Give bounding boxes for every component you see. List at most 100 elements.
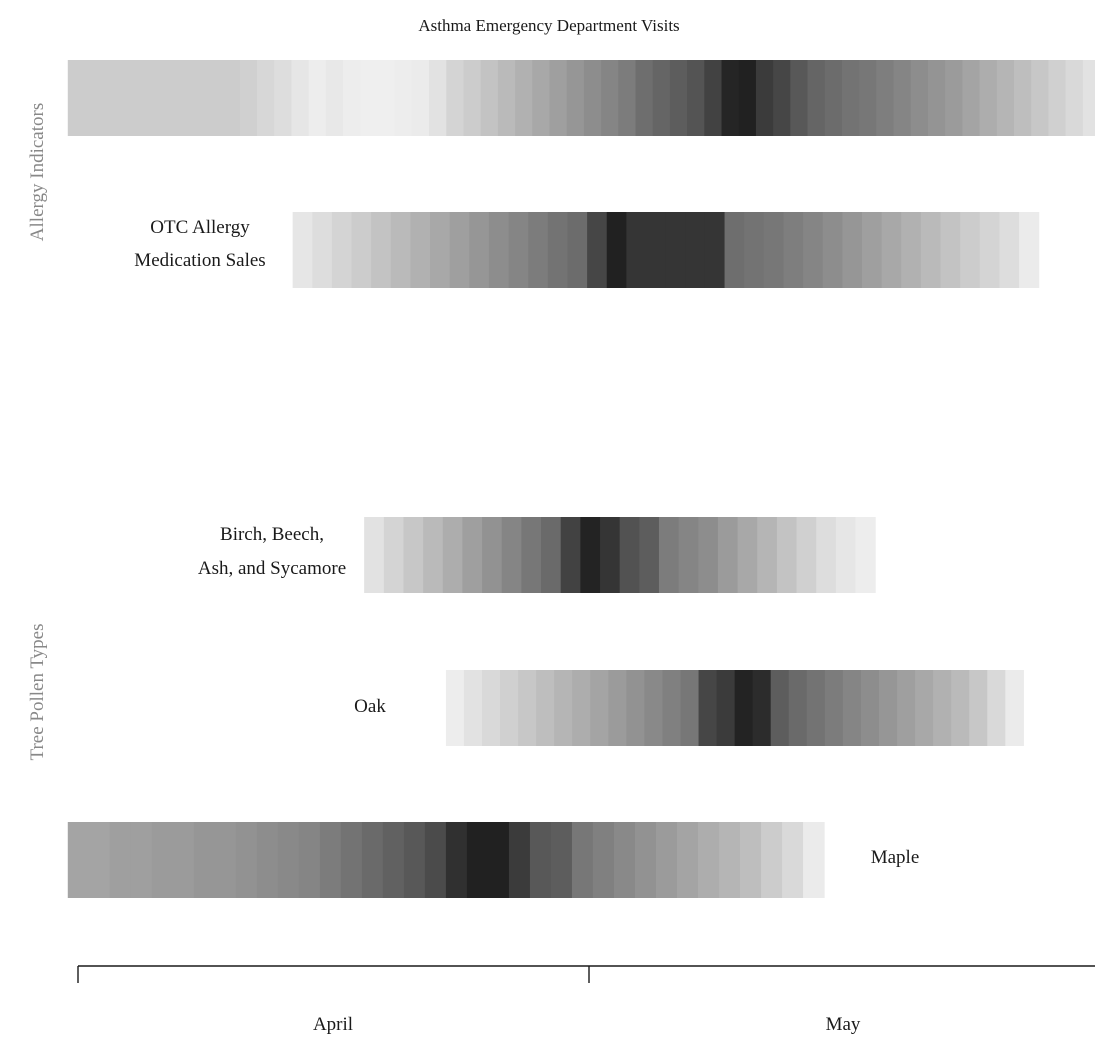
heat-cell-asthma-emergency-department-visits-29: [566, 60, 585, 136]
series-label-asthma: Asthma Emergency Department Visits: [418, 16, 679, 35]
heat-cell-asthma-emergency-department-visits-11: [257, 60, 275, 136]
heat-cell-otc-allergy-medication-sales-17: [626, 212, 647, 288]
heat-cell-maple-34: [782, 822, 804, 898]
heat-cell-asthma-emergency-department-visits-0: [67, 60, 86, 136]
group-label-allergy-indicators: Allergy Indicators: [27, 103, 48, 241]
heat-cell-asthma-emergency-department-visits-3: [119, 60, 138, 136]
heat-cell-otc-allergy-medication-sales-22: [724, 212, 745, 288]
heat-cell-asthma-emergency-department-visits-40: [755, 60, 774, 136]
heat-cell-birch-beech-ash-and-sycamore-0: [364, 517, 385, 593]
heat-cell-maple-1: [88, 822, 111, 898]
group-label-tree-pollen-types: Tree Pollen Types: [27, 624, 48, 761]
heat-cell-birch-beech-ash-and-sycamore-23: [816, 517, 837, 593]
heat-cell-oak-18: [770, 670, 790, 746]
heat-cell-asthma-emergency-department-visits-55: [1013, 60, 1032, 136]
heat-cell-birch-beech-ash-and-sycamore-19: [737, 517, 758, 593]
heat-cell-oak-9: [608, 670, 627, 746]
heat-cell-oak-30: [987, 670, 1006, 746]
heat-cell-otc-allergy-medication-sales-35: [979, 212, 1001, 288]
series-label-birch-line1: Birch, Beech,: [220, 524, 324, 545]
heat-cell-maple-2: [109, 822, 132, 898]
heat-cell-otc-allergy-medication-sales-14: [567, 212, 588, 288]
heat-cell-oak-24: [878, 670, 898, 746]
series-label-otc-line2: Medication Sales: [134, 250, 265, 271]
heat-cell-maple-11: [298, 822, 321, 898]
heat-cell-asthma-emergency-department-visits-9: [222, 60, 241, 136]
heat-cell-maple-4: [151, 822, 174, 898]
series-label-oak: Oak: [354, 696, 386, 717]
heat-cell-asthma-emergency-department-visits-59: [1082, 60, 1095, 136]
heat-cell-asthma-emergency-department-visits-2: [102, 60, 120, 136]
heat-cell-maple-6: [193, 822, 216, 898]
heat-cell-maple-15: [382, 822, 405, 898]
heat-cell-oak-0: [445, 670, 465, 746]
heat-cell-oak-6: [554, 670, 573, 746]
heat-cell-maple-7: [214, 822, 237, 898]
heat-cell-oak-23: [860, 670, 880, 746]
heat-cell-maple-5: [172, 822, 195, 898]
heat-cell-maple-0: [67, 822, 90, 898]
heat-cell-birch-beech-ash-and-sycamore-5: [462, 517, 483, 593]
heat-cell-maple-27: [634, 822, 657, 898]
heat-cell-otc-allergy-medication-sales-3: [351, 212, 372, 288]
heat-cell-otc-allergy-medication-sales-2: [331, 212, 353, 288]
heat-cell-asthma-emergency-department-visits-37: [704, 60, 723, 136]
heat-cell-oak-28: [951, 670, 970, 746]
heat-cell-maple-21: [508, 822, 531, 898]
heat-cell-otc-allergy-medication-sales-13: [547, 212, 569, 288]
heat-cell-birch-beech-ash-and-sycamore-25: [855, 517, 876, 593]
heat-cell-maple-9: [256, 822, 279, 898]
heat-cell-asthma-emergency-department-visits-39: [738, 60, 757, 136]
heat-cell-maple-13: [340, 822, 363, 898]
heat-cell-maple-23: [550, 822, 573, 898]
heat-cell-asthma-emergency-department-visits-20: [411, 60, 430, 136]
heat-cell-asthma-emergency-department-visits-10: [239, 60, 258, 136]
heat-cell-maple-28: [656, 822, 678, 898]
heat-cell-otc-allergy-medication-sales-36: [999, 212, 1020, 288]
heat-cell-maple-22: [529, 822, 552, 898]
heat-cell-oak-17: [752, 670, 772, 746]
heat-strips: [67, 60, 1095, 898]
heat-cell-birch-beech-ash-and-sycamore-7: [501, 517, 522, 593]
heat-cell-birch-beech-ash-and-sycamore-24: [835, 517, 857, 593]
heat-cell-otc-allergy-medication-sales-32: [920, 212, 942, 288]
heat-cell-oak-16: [734, 670, 754, 746]
heat-cell-oak-10: [626, 670, 646, 746]
heat-cell-otc-allergy-medication-sales-6: [410, 212, 431, 288]
heat-cell-otc-allergy-medication-sales-34: [960, 212, 981, 288]
heat-cell-birch-beech-ash-and-sycamore-1: [383, 517, 405, 593]
heat-cell-birch-beech-ash-and-sycamore-16: [678, 517, 699, 593]
heat-cell-asthma-emergency-department-visits-48: [893, 60, 912, 136]
heat-cell-asthma-emergency-department-visits-26: [515, 60, 533, 136]
heat-cell-asthma-emergency-department-visits-4: [136, 60, 155, 136]
heat-cell-otc-allergy-medication-sales-4: [371, 212, 392, 288]
heat-cell-otc-allergy-medication-sales-37: [1019, 212, 1040, 288]
heat-cell-birch-beech-ash-and-sycamore-13: [619, 517, 640, 593]
heat-cell-birch-beech-ash-and-sycamore-20: [757, 517, 778, 593]
heat-cell-oak-5: [536, 670, 555, 746]
heat-cell-otc-allergy-medication-sales-23: [744, 212, 765, 288]
heat-cell-maple-35: [803, 822, 825, 898]
heat-cell-maple-14: [361, 822, 384, 898]
heat-cell-asthma-emergency-department-visits-8: [205, 60, 224, 136]
heat-cell-maple-31: [719, 822, 741, 898]
heat-cell-otc-allergy-medication-sales-5: [390, 212, 412, 288]
heat-cell-maple-26: [613, 822, 636, 898]
heat-cell-asthma-emergency-department-visits-31: [601, 60, 619, 136]
heat-cell-otc-allergy-medication-sales-27: [822, 212, 843, 288]
heat-cell-oak-15: [716, 670, 736, 746]
heat-cell-asthma-emergency-department-visits-58: [1065, 60, 1084, 136]
heat-cell-oak-29: [969, 670, 988, 746]
heat-cell-asthma-emergency-department-visits-15: [325, 60, 344, 136]
heat-cell-otc-allergy-medication-sales-26: [803, 212, 824, 288]
heat-cell-oak-13: [680, 670, 700, 746]
heat-cell-birch-beech-ash-and-sycamore-10: [560, 517, 581, 593]
heat-cell-maple-10: [277, 822, 300, 898]
heat-cell-maple-17: [424, 822, 447, 898]
heat-cell-oak-21: [824, 670, 844, 746]
heat-cell-otc-allergy-medication-sales-11: [508, 212, 529, 288]
heat-cell-otc-allergy-medication-sales-24: [763, 212, 785, 288]
heat-cell-asthma-emergency-department-visits-43: [807, 60, 826, 136]
x-axis-label-april: April: [313, 1014, 353, 1035]
